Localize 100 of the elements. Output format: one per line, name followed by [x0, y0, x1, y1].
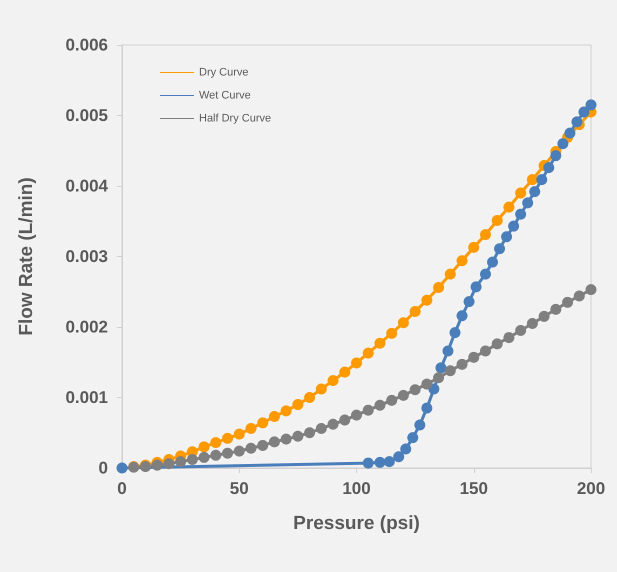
point [374, 338, 386, 349]
y-axis-title: Flow Rate (L/min) [16, 177, 37, 336]
point [268, 411, 280, 422]
point [574, 290, 585, 302]
point [351, 410, 362, 421]
point [456, 310, 468, 322]
point [480, 345, 491, 356]
point [362, 348, 374, 359]
point [543, 162, 554, 174]
point [492, 215, 503, 226]
point [522, 197, 534, 208]
point [268, 436, 280, 448]
y-tick-label: 0.001 [65, 388, 108, 407]
point [487, 256, 498, 268]
x-tick-label: 150 [460, 479, 488, 498]
point [257, 417, 268, 428]
point [398, 317, 409, 328]
point [316, 423, 327, 434]
point [557, 138, 568, 150]
point [304, 427, 316, 438]
point [393, 451, 404, 462]
point [456, 255, 468, 266]
point [116, 462, 128, 474]
point [435, 362, 446, 374]
point [470, 281, 482, 292]
legend-label: Dry Curve [199, 66, 249, 78]
point [328, 375, 339, 386]
point [529, 186, 540, 198]
point [421, 378, 432, 390]
point [586, 99, 596, 110]
point [480, 268, 491, 280]
point [328, 418, 339, 430]
point [492, 338, 503, 350]
point [450, 327, 460, 338]
point [442, 345, 454, 356]
point [468, 242, 480, 253]
y-tick-label: 0.004 [65, 176, 109, 196]
point [464, 296, 475, 308]
point [501, 231, 512, 242]
y-tick-label: 0.006 [65, 36, 108, 54]
point [316, 384, 327, 395]
point [384, 456, 395, 468]
legend-label: Half Dry Curve [199, 112, 272, 124]
point [210, 437, 222, 448]
y-tick-label: 0.003 [65, 247, 108, 266]
point [245, 423, 256, 434]
y-tick-label: 0.005 [65, 106, 108, 125]
point [186, 454, 198, 466]
point [245, 442, 256, 454]
point [444, 365, 456, 376]
point [280, 434, 292, 445]
point [515, 188, 526, 199]
point [550, 304, 562, 315]
point [515, 208, 526, 220]
point [414, 420, 426, 430]
point [410, 384, 421, 396]
point [292, 430, 304, 442]
point [374, 400, 386, 411]
point [407, 432, 418, 444]
point [398, 390, 409, 401]
point [152, 460, 163, 471]
point [280, 405, 292, 416]
point [222, 432, 234, 444]
y-tick-label: 0.002 [65, 318, 108, 336]
point [538, 310, 550, 322]
point [494, 243, 506, 254]
point [222, 448, 234, 459]
point [578, 106, 590, 118]
point [304, 392, 316, 403]
point [480, 229, 491, 240]
legend-label: Wet Curve [199, 90, 251, 102]
point [550, 150, 562, 162]
point [339, 414, 350, 426]
y-tick-label: 0 [98, 458, 108, 478]
point [400, 443, 412, 454]
point [468, 352, 480, 363]
point [210, 450, 222, 461]
x-tick-label: 50 [230, 479, 249, 498]
point [515, 325, 526, 336]
point [163, 458, 174, 470]
point [536, 174, 548, 186]
point [571, 116, 582, 128]
point [362, 458, 374, 469]
point [386, 328, 398, 339]
point [433, 372, 444, 384]
point [508, 220, 520, 232]
point [526, 318, 538, 329]
point [374, 456, 386, 468]
point [421, 294, 432, 306]
point [456, 358, 468, 370]
point [503, 202, 514, 213]
point [198, 452, 210, 463]
point [234, 428, 245, 440]
point [503, 332, 514, 344]
point [362, 404, 374, 416]
point [562, 296, 574, 308]
point [526, 174, 538, 186]
point [586, 284, 596, 296]
point [421, 402, 432, 414]
point [351, 357, 362, 368]
